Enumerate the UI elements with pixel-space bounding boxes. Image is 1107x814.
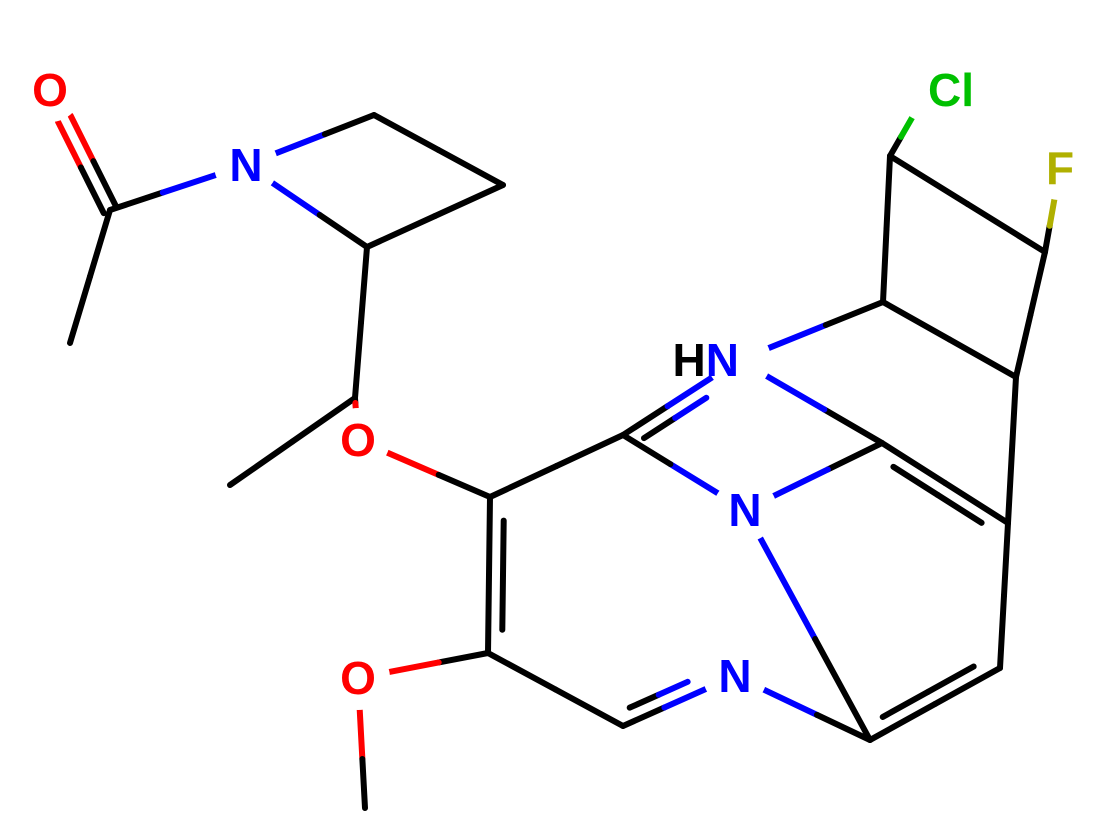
atom-O13: O	[340, 652, 376, 704]
atom-N16: N	[718, 650, 751, 702]
atom-Cl28: Cl	[928, 64, 974, 116]
bonds-layer	[58, 115, 1054, 808]
atom-F29: F	[1046, 142, 1074, 194]
label-layer: O N O O N N HN Cl F	[32, 64, 1074, 704]
atom-N21: N	[728, 484, 761, 536]
atom-O1: O	[32, 64, 68, 116]
atom-O10: O	[340, 414, 376, 466]
label-halo-layer	[18, 58, 1092, 710]
atom-N23: HN	[673, 334, 739, 386]
atom-N4: N	[229, 139, 262, 191]
